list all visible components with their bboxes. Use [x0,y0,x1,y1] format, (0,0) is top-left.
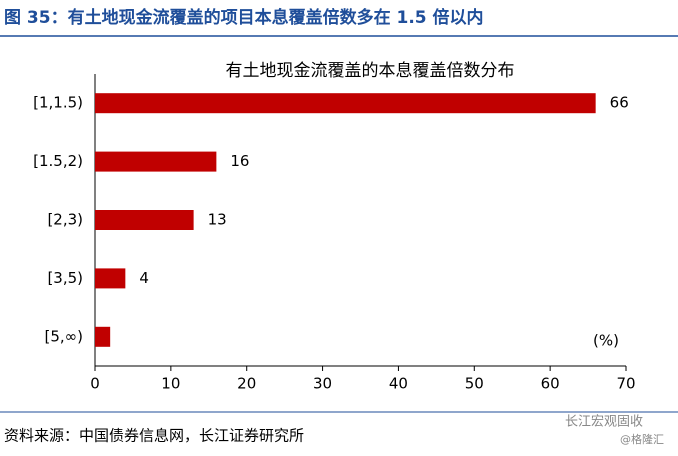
data-label: 13 [208,211,227,229]
bar [95,93,596,114]
credit: @格隆汇 [620,432,664,446]
unit-label: (%) [593,332,619,350]
x-tick-label: 70 [616,375,635,393]
figure-title: 图 35：有土地现金流覆盖的项目本息覆盖倍数多在 1.5 倍以内 [4,7,484,28]
bar [95,210,194,230]
data-label: 4 [139,269,149,287]
data-label: 66 [610,94,629,112]
chart-title: 有土地现金流覆盖的本息覆盖倍数分布 [226,61,515,81]
x-tick-label: 0 [90,375,100,393]
watermark: 长江宏观固收 [565,415,643,430]
data-label: 16 [230,152,249,170]
bar [95,151,217,172]
y-tick-label: [5,∞) [44,327,83,345]
x-tick-label: 30 [313,375,332,393]
x-tick-label: 60 [541,375,560,393]
y-tick-label: [1.5,2) [33,152,83,170]
bar [95,326,111,347]
y-tick-label: [1,1.5) [33,94,83,112]
x-tick-label: 10 [161,375,180,393]
bar [95,268,126,289]
y-tick-label: [3,5) [47,269,83,287]
x-tick-label: 20 [237,375,256,393]
x-tick-label: 50 [465,375,484,393]
y-tick-label: [2,3) [47,211,83,229]
x-tick-label: 40 [389,375,408,393]
source: 资料来源：中国债券信息网，长江证券研究所 [4,427,304,445]
